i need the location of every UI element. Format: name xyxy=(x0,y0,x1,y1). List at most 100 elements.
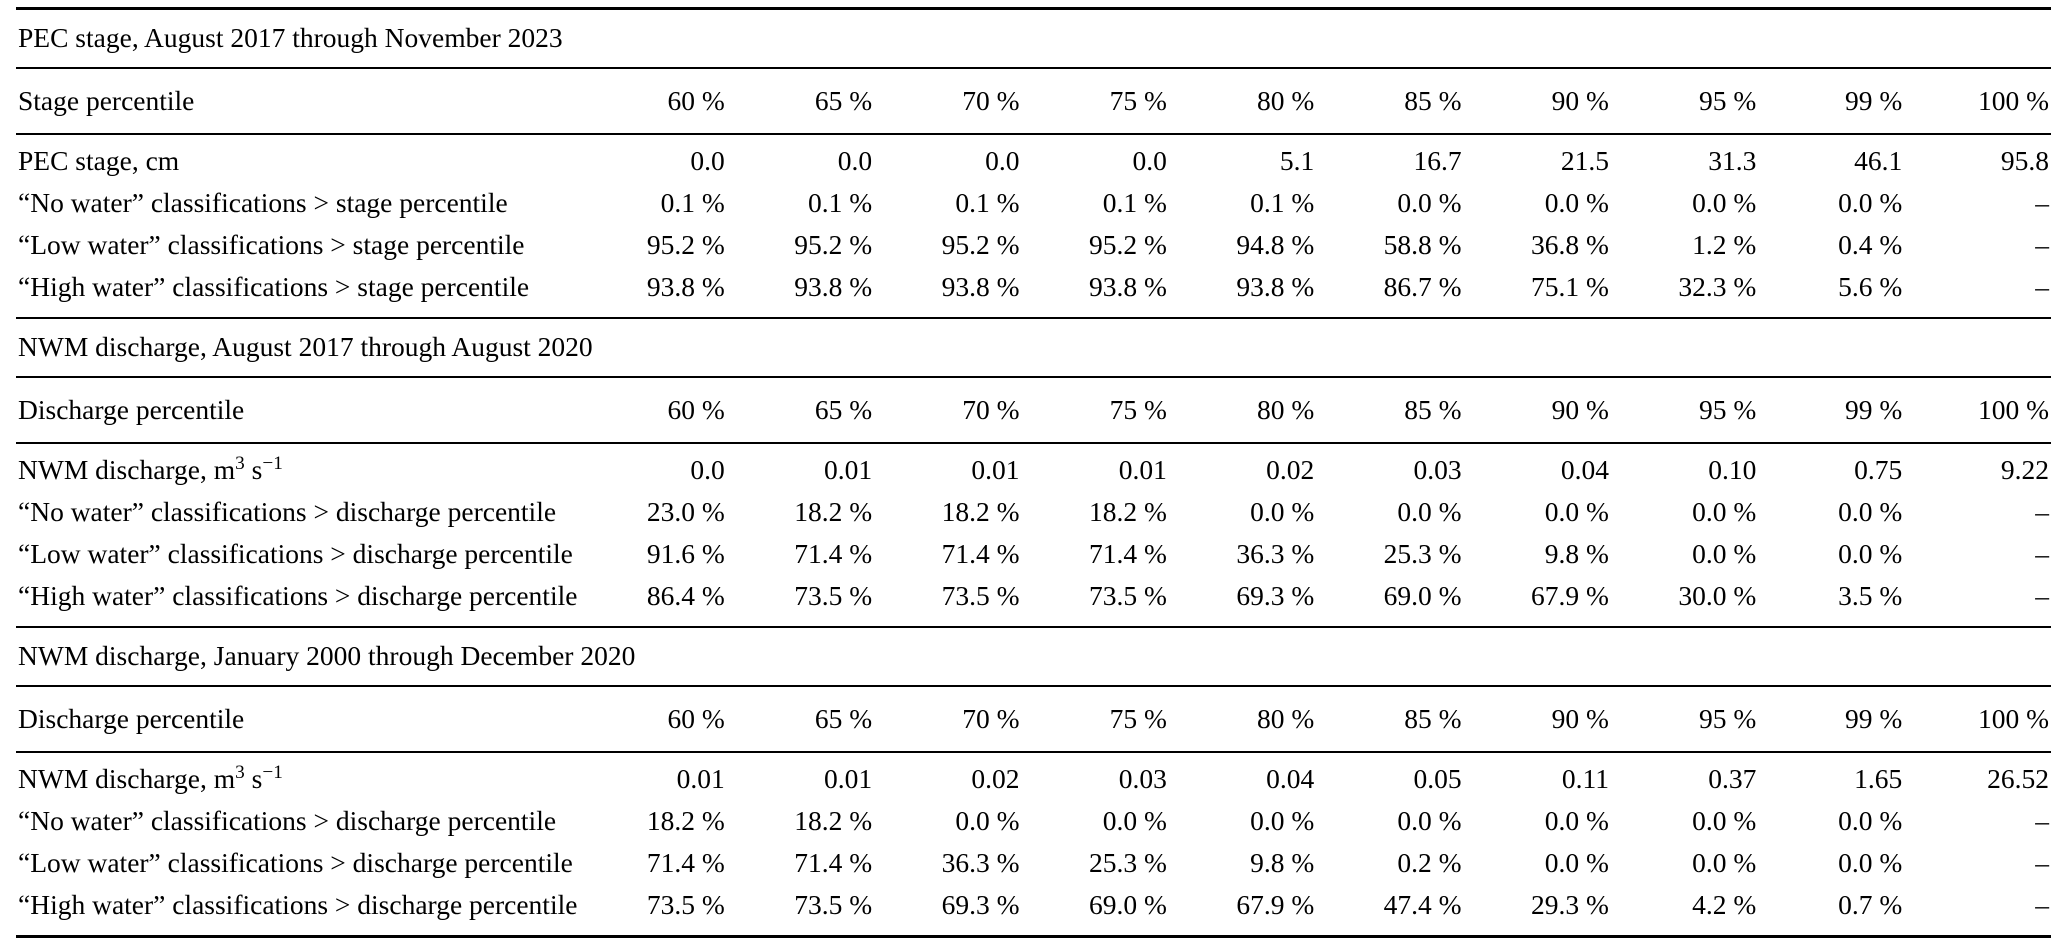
value-cell: 0.37 xyxy=(1708,763,1757,794)
value-cell: 4.2 % xyxy=(1692,889,1757,920)
value-cell: 73.5 % xyxy=(646,889,725,920)
value-cell: 0.0 % xyxy=(1838,496,1903,527)
table-row: PEC stage, cm 0.0 0.0 0.0 0.0 5.1 16.7 21.5 31.3… xyxy=(16,134,2051,182)
table-row: “High water” classifications > discharge… xyxy=(16,575,2051,627)
value-cell: 0.0 % xyxy=(1397,187,1462,218)
value-cell: 0.0 % xyxy=(1692,538,1757,569)
value-cell: 18.2 % xyxy=(794,805,873,836)
row-label-text: s xyxy=(244,763,263,794)
table-row: “Low water” classifications > stage perc… xyxy=(16,224,2051,266)
percentile-column-header: 99 % xyxy=(1758,68,1905,135)
value-cell: 25.3 % xyxy=(1383,538,1462,569)
section-title-row: NWM discharge, August 2017 through Augus… xyxy=(16,317,2051,378)
value-cell: 0.0 % xyxy=(1692,187,1757,218)
section-title: NWM discharge, August 2017 through Augus… xyxy=(16,317,2051,378)
percentile-column-header: 85 % xyxy=(1316,377,1464,444)
value-cell: 95.2 % xyxy=(1088,229,1167,260)
value-cell: 5.1 xyxy=(1279,145,1315,176)
percentile-column-header: 100 % xyxy=(1904,68,2051,135)
percentile-column-header: 85 % xyxy=(1316,68,1464,135)
value-cell: 0.0 % xyxy=(1838,187,1903,218)
percentile-column-header: 60 % xyxy=(579,68,727,135)
value-cell: 69.0 % xyxy=(1383,580,1462,611)
row-label: “Low water” classifications > discharge … xyxy=(18,847,573,878)
value-cell: 69.3 % xyxy=(941,889,1020,920)
value-cell: 67.9 % xyxy=(1531,580,1609,611)
value-cell: 36.3 % xyxy=(941,847,1020,878)
value-cell: – xyxy=(2035,229,2049,260)
value-cell: 86.7 % xyxy=(1383,271,1462,302)
percentile-column-header: 60 % xyxy=(579,377,727,444)
value-cell: 69.3 % xyxy=(1236,580,1315,611)
value-cell: 93.8 % xyxy=(941,271,1020,302)
value-cell: 0.02 xyxy=(971,763,1020,794)
value-cell: 71.4 % xyxy=(794,847,873,878)
value-cell: 71.4 % xyxy=(1088,538,1167,569)
percentile-column-header: 99 % xyxy=(1758,377,1905,444)
value-cell: – xyxy=(2035,847,2049,878)
percentile-column-header: 99 % xyxy=(1758,686,1905,753)
value-cell: 0.02 xyxy=(1266,454,1315,485)
superscript-exponent: −1 xyxy=(262,452,283,474)
value-cell: 0.0 xyxy=(690,454,725,485)
value-cell: – xyxy=(2035,271,2049,302)
percentile-column-header: 70 % xyxy=(874,377,1022,444)
table-row: “High water” classifications > discharge… xyxy=(16,884,2051,937)
value-cell: 73.5 % xyxy=(1088,580,1167,611)
percentile-column-header: 85 % xyxy=(1316,686,1464,753)
percentile-column-header: 70 % xyxy=(874,68,1022,135)
value-cell: 0.0 % xyxy=(1692,805,1757,836)
percentile-column-header: 70 % xyxy=(874,686,1022,753)
value-cell: 18.2 % xyxy=(1088,496,1167,527)
value-cell: 0.11 xyxy=(1561,763,1609,794)
value-cell: 0.75 xyxy=(1854,454,1903,485)
value-cell: 69.0 % xyxy=(1088,889,1167,920)
results-table: PEC stage, August 2017 through November … xyxy=(16,7,2051,938)
value-cell: 71.4 % xyxy=(941,538,1020,569)
percentile-column-header: 95 % xyxy=(1610,377,1759,444)
value-cell: 0.2 % xyxy=(1397,847,1462,878)
section-title-row: PEC stage, August 2017 through November … xyxy=(16,7,2051,69)
value-cell: 0.01 xyxy=(824,763,873,794)
percentile-column-header: 65 % xyxy=(726,68,875,135)
value-cell: 0.0 % xyxy=(1692,847,1757,878)
value-cell: 0.01 xyxy=(824,454,873,485)
value-cell: 36.8 % xyxy=(1531,229,1609,260)
row-label: “No water” classifications > discharge p… xyxy=(18,496,557,527)
value-cell: 75.1 % xyxy=(1531,271,1609,302)
value-cell: 0.0 % xyxy=(955,805,1020,836)
value-cell: 18.2 % xyxy=(646,805,725,836)
value-cell: – xyxy=(2035,496,2049,527)
value-cell: 58.8 % xyxy=(1383,229,1462,260)
percentile-header-row: Discharge percentile 60 % 65 % 70 % 75 % 80 %… xyxy=(16,686,2051,753)
value-cell: 9.8 % xyxy=(1544,538,1609,569)
value-cell: 9.8 % xyxy=(1250,847,1315,878)
value-cell: 93.8 % xyxy=(646,271,725,302)
value-cell: 73.5 % xyxy=(941,580,1020,611)
value-cell: 0.1 % xyxy=(955,187,1020,218)
row-label: “High water” classifications > discharge… xyxy=(18,889,578,920)
value-cell: 94.8 % xyxy=(1236,229,1315,260)
row-label: PEC stage, cm xyxy=(18,145,180,176)
table-row: “Low water” classifications > discharge … xyxy=(16,533,2051,575)
value-cell: 0.0 xyxy=(837,145,873,176)
value-cell: 93.8 % xyxy=(1236,271,1315,302)
value-cell: 0.0 % xyxy=(1544,847,1609,878)
table-row: “No water” classifications > stage perce… xyxy=(16,182,2051,224)
value-cell: 0.0 xyxy=(1132,145,1167,176)
value-cell: 73.5 % xyxy=(794,889,873,920)
percentile-header-label: Discharge percentile xyxy=(16,686,580,753)
section-title: PEC stage, August 2017 through November … xyxy=(16,7,2051,69)
value-cell: 0.0 % xyxy=(1397,496,1462,527)
row-label: “Low water” classifications > stage perc… xyxy=(18,229,525,260)
value-cell: 67.9 % xyxy=(1236,889,1315,920)
value-cell: 0.04 xyxy=(1560,454,1609,485)
row-label: “No water” classifications > discharge p… xyxy=(18,805,557,836)
value-cell: 32.3 % xyxy=(1678,271,1757,302)
value-cell: 0.0 % xyxy=(1544,187,1609,218)
value-cell: 91.6 % xyxy=(646,538,725,569)
value-cell: 0.4 % xyxy=(1838,229,1903,260)
row-label: “No water” classifications > stage perce… xyxy=(18,187,508,218)
value-cell: 71.4 % xyxy=(646,847,725,878)
